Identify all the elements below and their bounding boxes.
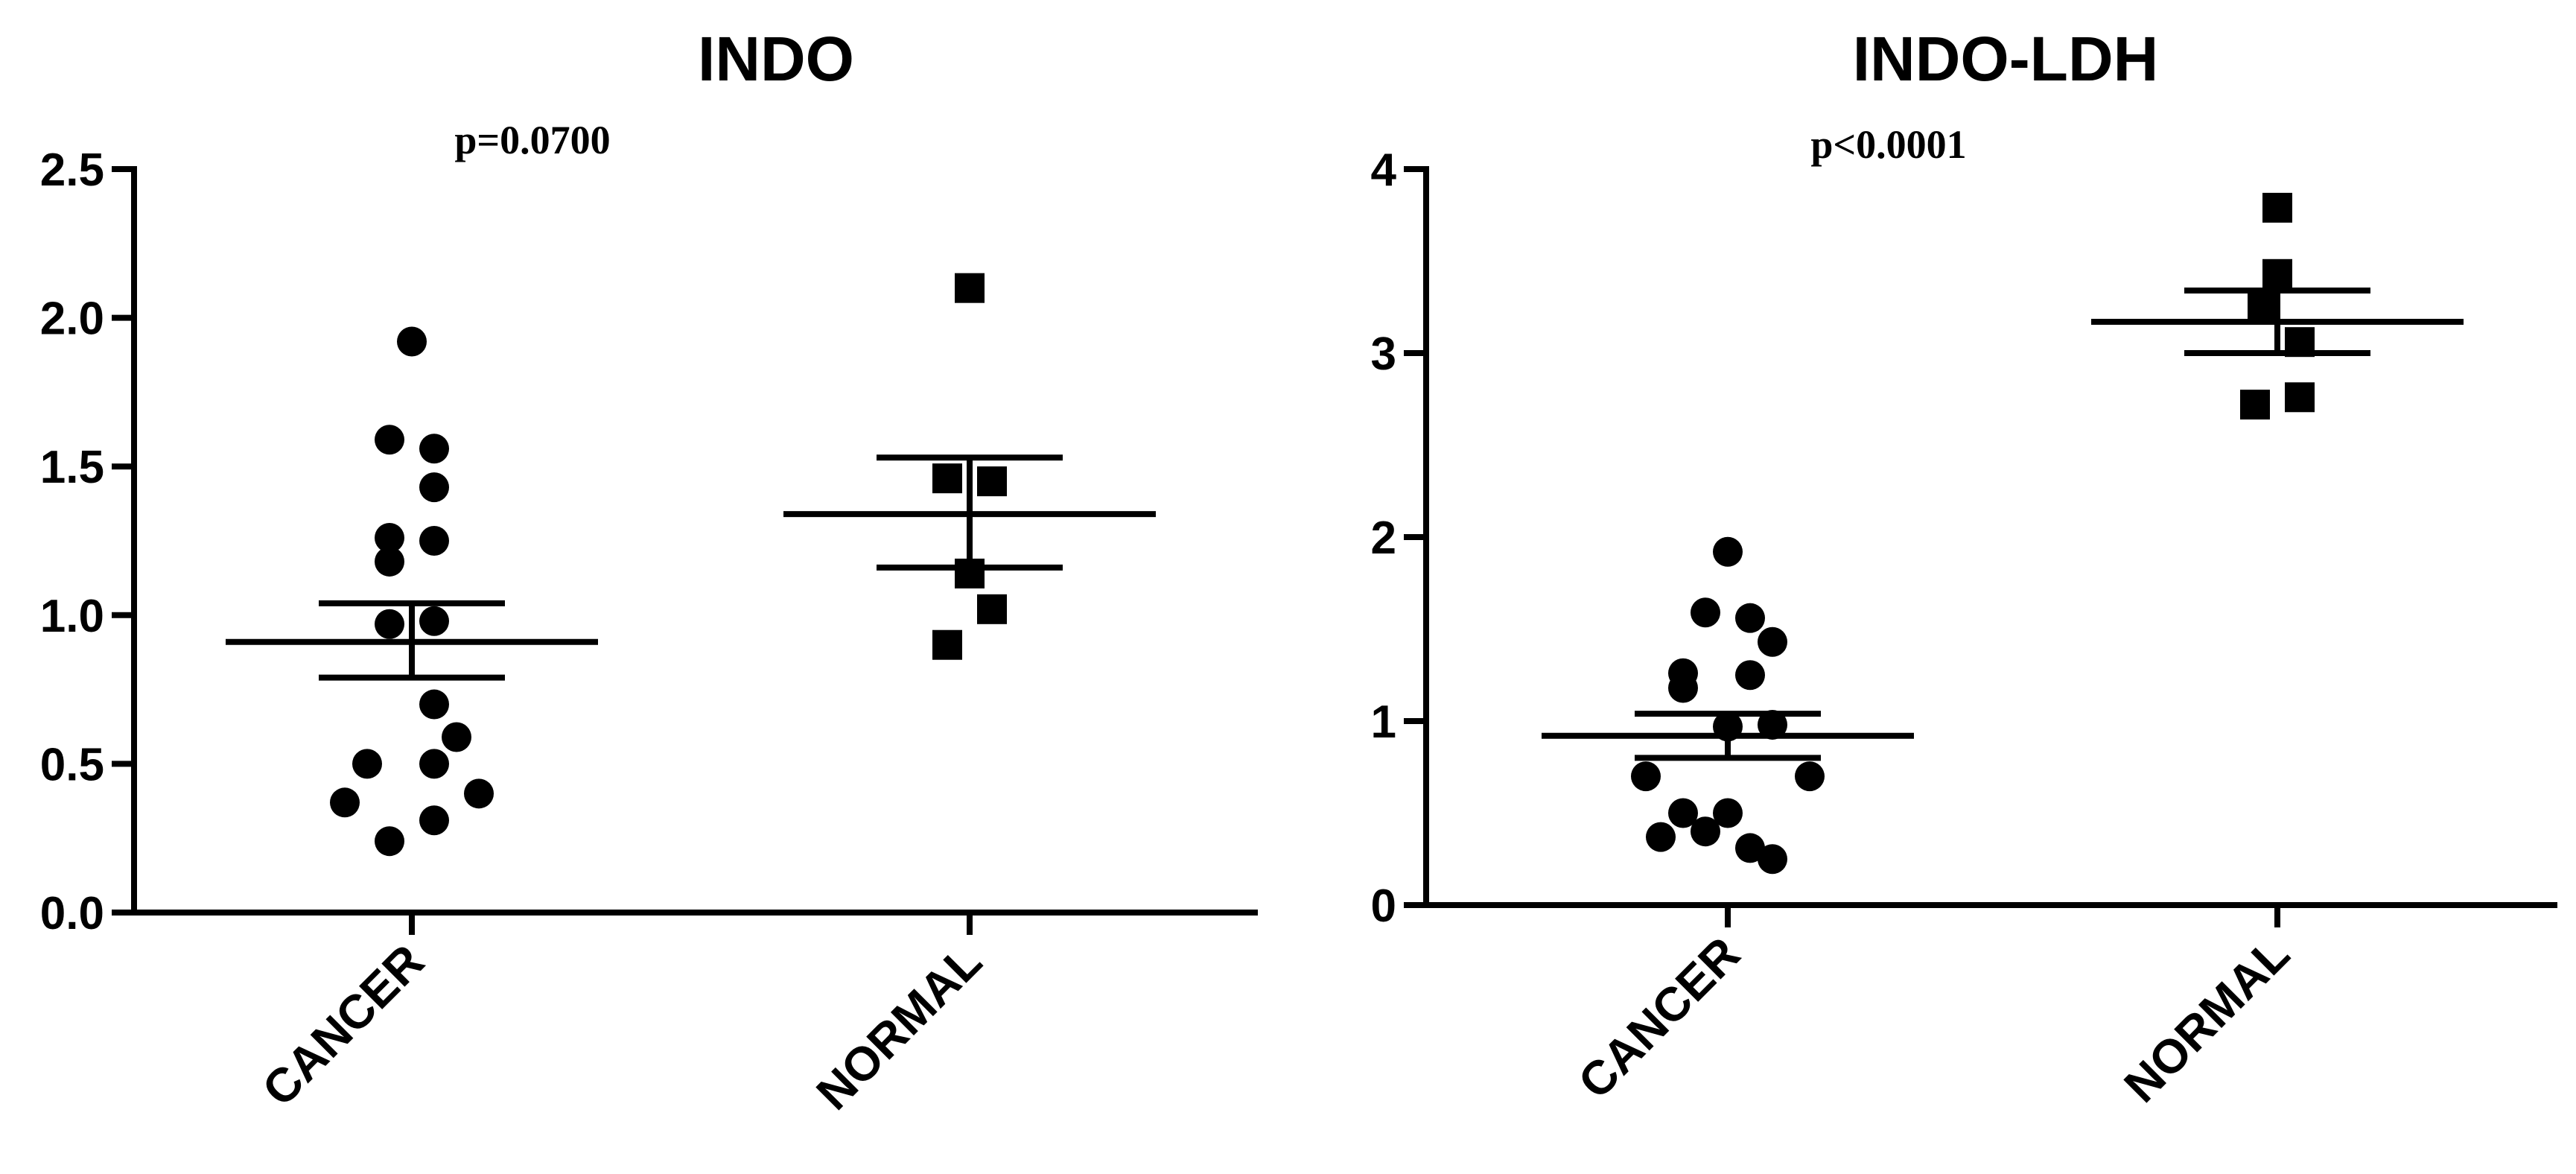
data-point-square: [2240, 390, 2270, 420]
data-point-circle: [1631, 761, 1661, 792]
data-point-circle: [375, 425, 404, 455]
data-point-circle: [1668, 798, 1698, 828]
data-point-circle: [375, 546, 404, 577]
data-point-circle: [419, 749, 449, 779]
y-axis-ticks: 0.0 0.5 1.0 1.5 2.0 2.5: [40, 145, 134, 939]
x-tick-label: CANCER: [1568, 927, 1750, 1109]
data-point-circle: [1691, 816, 1720, 847]
data-point-circle: [1735, 833, 1765, 863]
data-point-square: [2262, 258, 2292, 289]
data-point-circle: [419, 472, 449, 503]
y-tick-label: 1: [1371, 697, 1396, 748]
chart-title: INDO-LDH: [1853, 24, 2159, 94]
x-axis-ticks: CANCER NORMAL: [252, 913, 992, 1120]
y-tick-label: 0: [1371, 880, 1396, 932]
x-tick-label: NORMAL: [806, 934, 991, 1120]
data-point-square: [2285, 327, 2315, 358]
chart-title: INDO: [698, 24, 854, 94]
data-point-square: [932, 463, 962, 494]
data-point-square: [977, 466, 1007, 497]
data-point-square: [2262, 192, 2292, 223]
data-point-circle: [330, 787, 360, 818]
y-tick-label: 2.5: [40, 145, 104, 196]
x-tick-label: NORMAL: [2114, 927, 2299, 1112]
data-point-circle: [419, 434, 449, 464]
data-point-circle: [1713, 798, 1743, 828]
y-tick-label: 2.0: [40, 294, 104, 345]
data-point-square: [932, 629, 962, 660]
data-points: [1631, 192, 2315, 875]
mean-sem-bars: [226, 454, 1156, 681]
data-point-circle: [375, 609, 404, 639]
data-point-square: [955, 273, 985, 303]
data-point-circle: [419, 606, 449, 636]
data-point-circle: [419, 805, 449, 836]
data-point-circle: [442, 722, 471, 752]
data-point-circle: [1713, 711, 1743, 742]
data-point-circle: [1735, 660, 1765, 691]
p-value-annotation: p<0.0001: [1810, 122, 1966, 167]
y-tick-label: 0.0: [40, 888, 104, 939]
panel-indo-ldh: INDO-LDH p<0.0001 0 1 2 3 4 CANCER NORMAL: [1371, 24, 2557, 1112]
data-point-circle: [1735, 603, 1765, 633]
data-point-circle: [1668, 673, 1698, 703]
y-axis-ticks: 0 1 2 3 4: [1371, 145, 1426, 932]
y-tick-label: 3: [1371, 329, 1396, 380]
data-point-square: [2285, 382, 2315, 413]
data-point-square: [955, 558, 985, 588]
p-value-annotation: p=0.0700: [454, 118, 610, 162]
x-tick-label: CANCER: [252, 934, 434, 1117]
data-points: [330, 273, 1007, 857]
y-tick-label: 4: [1371, 145, 1397, 196]
data-point-circle: [352, 749, 382, 779]
data-point-circle: [419, 526, 449, 556]
data-point-circle: [1691, 597, 1720, 628]
data-point-circle: [419, 689, 449, 720]
data-point-circle: [1713, 536, 1743, 567]
data-point-circle: [1758, 709, 1787, 740]
data-point-square: [977, 594, 1007, 624]
data-point-circle: [375, 523, 404, 553]
y-tick-label: 1.0: [40, 591, 104, 642]
y-tick-label: 1.5: [40, 442, 104, 493]
data-point-circle: [464, 778, 494, 809]
data-point-circle: [1646, 822, 1676, 852]
data-point-square: [2248, 292, 2277, 323]
panel-indo: INDO p=0.0700 0.0 0.5 1.0 1.5 2.0 2.5 CANCER N…: [40, 24, 1258, 1120]
y-tick-label: 0.5: [40, 739, 104, 790]
y-tick-label: 2: [1371, 513, 1396, 564]
data-point-circle: [397, 326, 427, 357]
x-axis-ticks: CANCER NORMAL: [1568, 905, 2300, 1112]
data-point-circle: [1758, 844, 1787, 875]
data-point-circle: [1795, 761, 1825, 792]
data-point-circle: [375, 826, 404, 857]
data-point-circle: [1758, 626, 1787, 657]
